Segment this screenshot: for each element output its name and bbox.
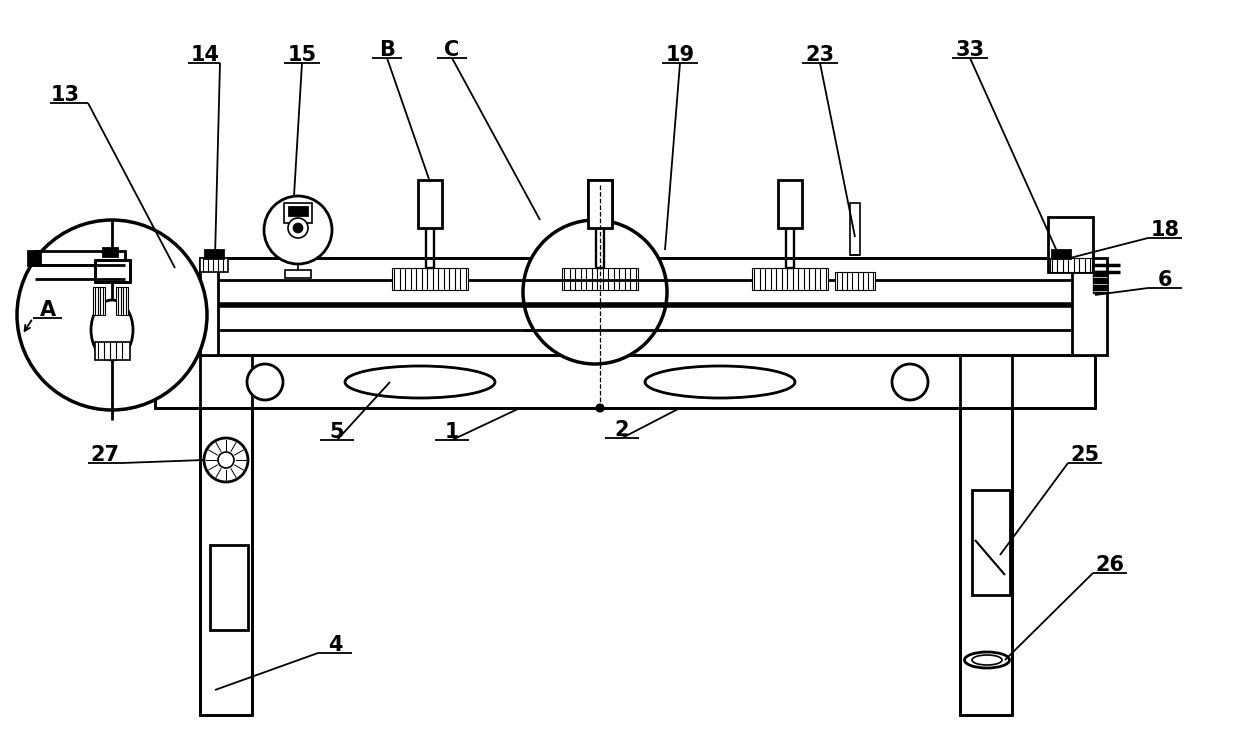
Bar xyxy=(200,258,1090,355)
Bar xyxy=(289,207,308,215)
Bar xyxy=(117,287,128,315)
Bar xyxy=(1052,250,1070,258)
Bar xyxy=(35,251,125,265)
Circle shape xyxy=(523,220,667,364)
Ellipse shape xyxy=(345,366,495,398)
Bar xyxy=(392,268,467,290)
Bar xyxy=(1050,258,1092,272)
Bar xyxy=(95,342,130,360)
Bar xyxy=(418,180,441,228)
Text: A: A xyxy=(40,300,56,320)
Bar xyxy=(284,203,312,223)
Circle shape xyxy=(205,438,248,482)
Text: 1: 1 xyxy=(445,422,459,442)
Bar xyxy=(210,545,248,630)
Text: 33: 33 xyxy=(956,40,985,60)
Circle shape xyxy=(293,223,303,233)
Bar xyxy=(972,490,1011,595)
Ellipse shape xyxy=(965,652,1009,668)
Circle shape xyxy=(17,220,207,410)
Bar xyxy=(849,203,861,255)
Bar xyxy=(200,258,218,355)
Bar xyxy=(200,355,252,715)
Bar xyxy=(835,272,875,290)
Text: B: B xyxy=(379,40,394,60)
Circle shape xyxy=(892,364,928,400)
Circle shape xyxy=(264,196,332,264)
Circle shape xyxy=(288,218,308,238)
Ellipse shape xyxy=(645,366,795,398)
Text: 6: 6 xyxy=(1158,270,1172,290)
Bar xyxy=(285,270,311,278)
Bar xyxy=(103,248,117,256)
Text: 19: 19 xyxy=(666,45,694,65)
Bar xyxy=(205,250,223,258)
Bar xyxy=(562,268,639,290)
Text: 23: 23 xyxy=(806,45,835,65)
Bar xyxy=(777,180,802,228)
Text: 18: 18 xyxy=(1151,220,1179,240)
Ellipse shape xyxy=(91,300,133,360)
Bar xyxy=(562,268,639,290)
Text: C: C xyxy=(444,40,460,60)
Bar xyxy=(1073,258,1107,355)
Text: 26: 26 xyxy=(1095,555,1125,575)
Circle shape xyxy=(596,404,604,412)
Circle shape xyxy=(247,364,283,400)
Bar xyxy=(1048,217,1092,272)
Bar xyxy=(751,268,828,290)
Bar xyxy=(960,355,1012,715)
Text: 14: 14 xyxy=(191,45,219,65)
Bar xyxy=(29,251,40,265)
Text: 2: 2 xyxy=(615,420,629,440)
Bar xyxy=(588,180,613,228)
Bar xyxy=(588,180,613,228)
Bar xyxy=(155,355,1095,408)
Bar xyxy=(93,287,105,315)
Text: 4: 4 xyxy=(327,635,342,655)
Bar xyxy=(200,258,228,272)
Text: 13: 13 xyxy=(51,85,79,105)
Text: 25: 25 xyxy=(1070,445,1100,465)
Text: 15: 15 xyxy=(288,45,316,65)
Text: 27: 27 xyxy=(91,445,119,465)
Bar xyxy=(1092,271,1107,293)
Bar xyxy=(95,260,130,282)
Text: 5: 5 xyxy=(330,422,345,442)
